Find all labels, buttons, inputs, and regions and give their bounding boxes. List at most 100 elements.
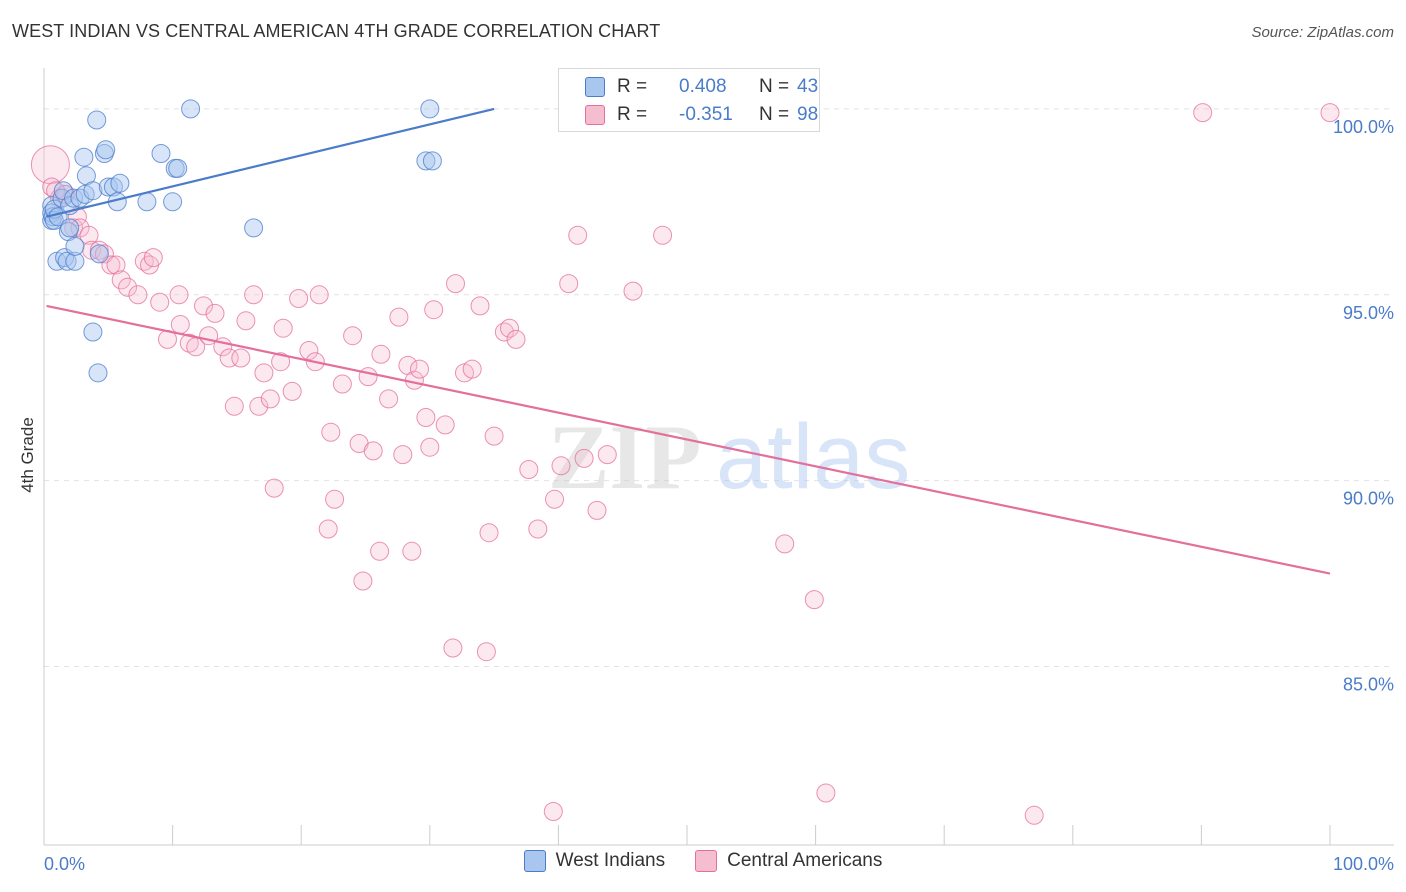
point-west-indians[interactable] <box>151 144 171 163</box>
point-central-americans[interactable] <box>545 489 564 509</box>
point-central-americans[interactable] <box>574 448 594 468</box>
point-central-americans[interactable] <box>389 307 409 327</box>
point-central-americans[interactable] <box>653 225 673 245</box>
point-west-indians[interactable] <box>64 188 84 208</box>
point-central-americans[interactable] <box>179 333 199 353</box>
point-central-americans[interactable] <box>224 396 244 416</box>
point-central-americans[interactable] <box>568 225 588 245</box>
point-west-indians[interactable] <box>416 151 436 171</box>
point-west-indians[interactable] <box>83 181 103 201</box>
point-west-indians[interactable] <box>65 251 85 271</box>
point-central-americans[interactable] <box>289 289 309 308</box>
point-central-americans[interactable] <box>332 374 352 394</box>
point-central-americans[interactable] <box>528 519 548 539</box>
point-central-americans[interactable] <box>106 255 126 275</box>
point-central-americans[interactable] <box>321 422 341 442</box>
point-central-americans[interactable] <box>551 456 571 476</box>
point-central-americans[interactable] <box>479 523 499 543</box>
point-central-americans[interactable] <box>101 255 121 275</box>
point-central-americans[interactable] <box>597 445 617 465</box>
point-central-americans[interactable] <box>343 326 363 346</box>
point-west-indians[interactable] <box>87 110 107 130</box>
source-label[interactable]: Source: ZipAtlas.com <box>1251 24 1394 41</box>
point-central-americans[interactable] <box>424 300 444 320</box>
point-west-indians[interactable] <box>137 192 157 212</box>
point-central-americans[interactable] <box>143 248 163 268</box>
point-central-americans[interactable] <box>559 274 579 294</box>
point-central-americans[interactable] <box>249 396 269 416</box>
point-central-americans[interactable] <box>402 541 422 561</box>
point-west-indians[interactable] <box>168 158 188 178</box>
point-central-americans[interactable] <box>325 489 345 509</box>
point-central-americans[interactable] <box>64 218 84 238</box>
point-central-americans[interactable] <box>79 225 99 245</box>
point-central-americans[interactable] <box>543 802 563 821</box>
point-west-indians[interactable] <box>163 192 183 212</box>
point-central-americans[interactable] <box>393 445 413 465</box>
point-central-americans[interactable] <box>370 541 390 561</box>
point-central-americans[interactable] <box>816 783 836 803</box>
point-west-indians[interactable] <box>98 177 118 197</box>
point-central-americans[interactable] <box>1024 805 1044 825</box>
point-central-americans[interactable] <box>67 207 87 227</box>
point-west-indians[interactable] <box>420 99 440 119</box>
point-central-americans[interactable] <box>111 270 131 290</box>
point-central-americans[interactable] <box>500 318 519 338</box>
point-central-americans[interactable] <box>623 281 643 301</box>
point-central-americans[interactable] <box>1320 103 1340 123</box>
point-central-americans[interactable] <box>194 296 213 316</box>
point-central-americans[interactable] <box>94 244 114 264</box>
legend-item-west-indians[interactable]: West Indians <box>523 850 665 872</box>
point-central-americans[interactable] <box>1193 103 1213 123</box>
point-central-americans[interactable] <box>410 359 429 379</box>
legend-item-central-americans[interactable]: Central Americans <box>695 850 882 872</box>
point-central-americans[interactable] <box>282 381 302 401</box>
point-central-americans[interactable] <box>476 642 496 662</box>
point-west-indians[interactable] <box>96 140 116 160</box>
point-central-americans[interactable] <box>519 460 539 479</box>
point-central-americans[interactable] <box>299 341 319 360</box>
point-central-americans[interactable] <box>236 311 256 331</box>
point-central-americans[interactable] <box>150 292 170 312</box>
point-central-americans[interactable] <box>494 322 514 342</box>
point-central-americans[interactable] <box>775 534 795 554</box>
point-central-americans[interactable] <box>353 571 373 591</box>
point-central-americans[interactable] <box>169 285 189 305</box>
point-central-americans[interactable] <box>506 329 526 349</box>
point-west-indians[interactable] <box>57 251 77 271</box>
point-west-indians[interactable] <box>422 151 442 171</box>
point-central-americans[interactable] <box>363 441 383 461</box>
point-central-americans[interactable] <box>470 296 490 316</box>
point-west-indians[interactable] <box>83 322 103 342</box>
point-west-indians[interactable] <box>88 363 108 383</box>
point-central-americans[interactable] <box>358 367 378 387</box>
point-central-americans[interactable] <box>118 277 138 297</box>
point-west-indians[interactable] <box>244 218 264 238</box>
point-central-americans[interactable] <box>46 181 66 201</box>
point-central-americans[interactable] <box>379 389 399 409</box>
point-west-indians[interactable] <box>89 244 109 264</box>
point-west-indians[interactable] <box>60 218 80 238</box>
point-central-americans[interactable] <box>587 500 607 520</box>
point-central-americans[interactable] <box>260 389 280 409</box>
point-central-americans[interactable] <box>416 408 436 427</box>
point-west-indians[interactable] <box>65 236 85 256</box>
point-central-americans[interactable] <box>128 285 148 305</box>
point-central-americans[interactable] <box>371 344 391 364</box>
point-central-americans[interactable] <box>244 285 264 305</box>
point-central-americans[interactable] <box>170 315 190 334</box>
point-central-americans[interactable] <box>446 274 465 294</box>
point-central-americans[interactable] <box>435 415 455 435</box>
point-west-indians[interactable] <box>110 173 130 193</box>
point-central-americans[interactable] <box>264 478 284 498</box>
point-central-americans[interactable] <box>804 590 824 610</box>
point-central-americans[interactable] <box>273 318 293 338</box>
point-central-americans[interactable] <box>484 426 504 446</box>
point-west-indians[interactable] <box>74 147 94 167</box>
point-west-indians[interactable] <box>181 99 201 119</box>
point-central-americans[interactable] <box>219 348 239 368</box>
point-central-americans[interactable] <box>443 638 463 658</box>
point-central-americans[interactable] <box>271 352 291 372</box>
point-central-americans[interactable] <box>309 285 329 305</box>
point-central-americans[interactable] <box>462 359 482 379</box>
